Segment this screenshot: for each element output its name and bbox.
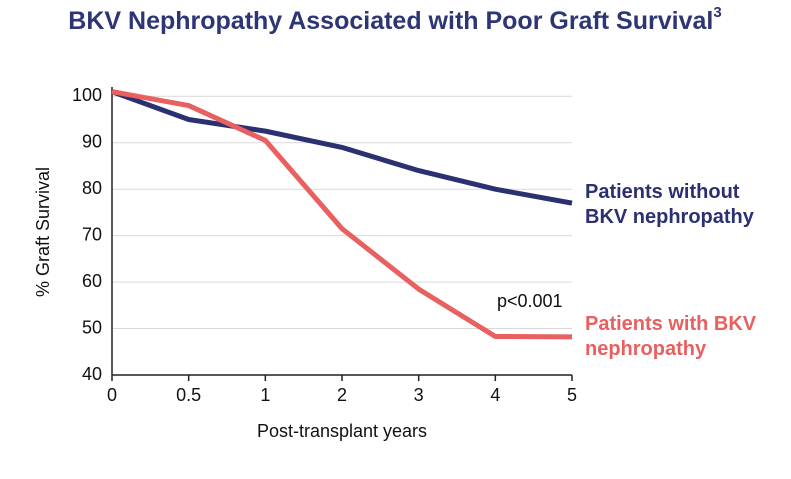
title-text: BKV Nephropathy Associated with Poor Gra… [68, 7, 713, 35]
y-tick-label: 80 [82, 178, 102, 198]
annotation: p<0.001 [497, 291, 563, 311]
x-axis-label: Post-transplant years [257, 421, 427, 441]
y-tick-label: 60 [82, 271, 102, 291]
y-axis-label: % Graft Survival [33, 167, 53, 297]
y-tick-label: 70 [82, 224, 102, 244]
legend-entry: Patients without BKV nephropathy [585, 181, 754, 228]
x-tick-label: 2 [337, 385, 347, 405]
legend-entry: Patients with BKV nephropathy [585, 313, 757, 360]
title-superscript: 3 [713, 4, 721, 21]
x-tick-label: 4 [490, 385, 500, 405]
y-tick-label: 90 [82, 131, 102, 151]
x-tick-label: 1 [260, 385, 270, 405]
x-tick-label: 3 [414, 385, 424, 405]
x-tick-label: 5 [567, 385, 577, 405]
x-tick-label: 0 [107, 385, 117, 405]
series-line [111, 89, 573, 206]
x-tick-label: 0.5 [176, 385, 201, 405]
chart-title: BKV Nephropathy Associated with Poor Gra… [68, 4, 721, 35]
y-tick-label: 50 [82, 317, 102, 337]
series-line [111, 89, 573, 340]
y-tick-label: 100 [72, 85, 102, 105]
y-tick-label: 40 [82, 364, 102, 384]
